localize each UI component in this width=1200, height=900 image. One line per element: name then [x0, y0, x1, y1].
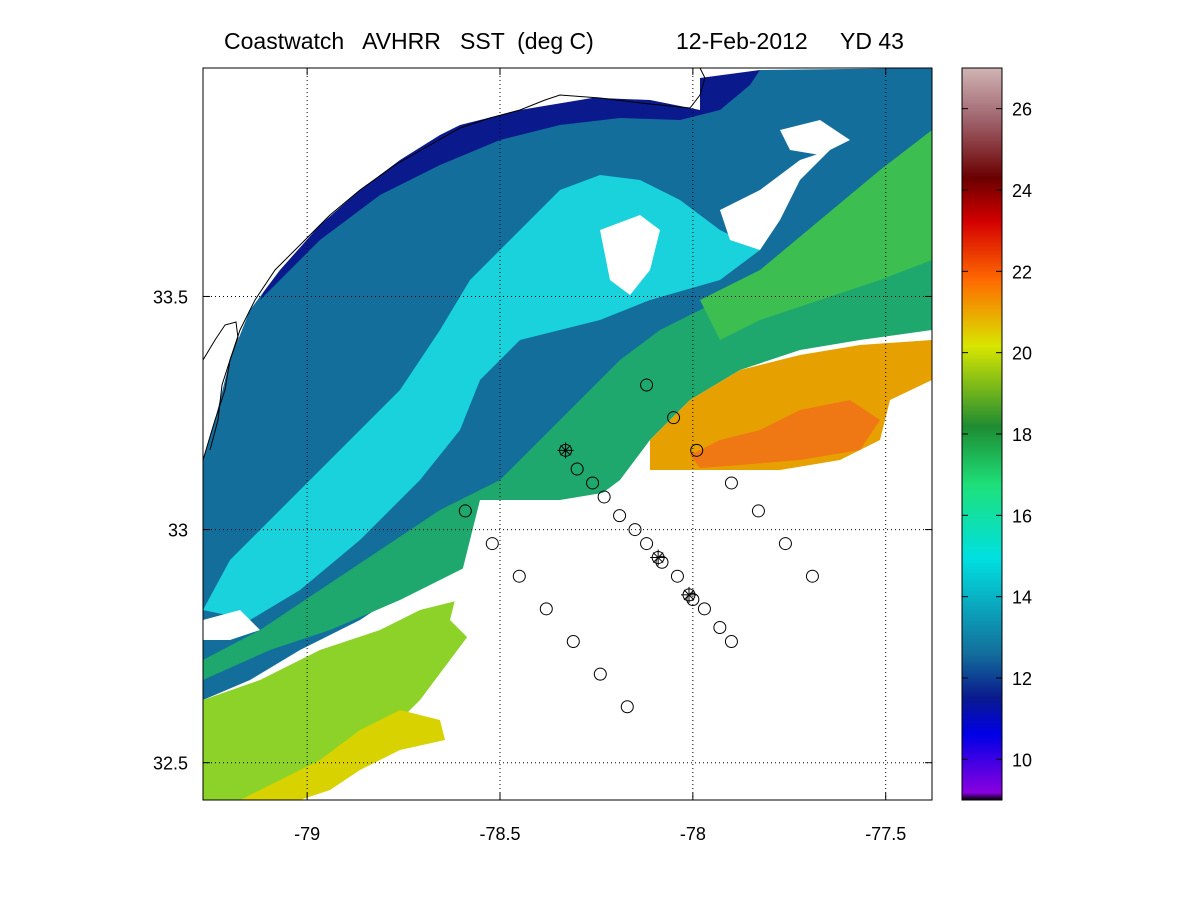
- sst-band-yellow-south: [240, 710, 445, 800]
- sst-band-warm-core: [690, 400, 880, 468]
- station-circle: [597, 490, 611, 504]
- station-circle: [670, 569, 684, 583]
- cloud-gap-5: [780, 120, 850, 155]
- y-tick-label: 33.5: [153, 287, 188, 307]
- station-circle: [640, 378, 654, 392]
- colorbar-tick-label: 18: [1012, 425, 1032, 445]
- cloud-gap-2: [720, 150, 830, 250]
- station-markers: [458, 378, 819, 714]
- station-circle: [628, 523, 642, 537]
- station-star-d2: [652, 552, 664, 563]
- title-date: 12-Feb-2012: [676, 28, 808, 54]
- station-circle: [690, 443, 704, 457]
- station-circle: [620, 700, 634, 714]
- coastline-inner: [203, 321, 239, 451]
- station-circle: [512, 569, 526, 583]
- cloud-gap-3: [450, 470, 932, 800]
- station-star-d2: [560, 444, 571, 456]
- station-circle: [539, 602, 553, 616]
- y-tick-label: 32.5: [153, 754, 188, 774]
- station-circle: [667, 411, 681, 425]
- station-circle: [751, 504, 765, 518]
- colorbar: [961, 67, 1003, 801]
- station-star: [650, 549, 667, 566]
- axis-ticks: -79 -78.5 -78 -77.5 32.5 33 33.5: [153, 68, 932, 844]
- colorbar-tick-label: 10: [1012, 750, 1032, 770]
- station-circle: [458, 504, 472, 518]
- sst-field: [203, 68, 932, 800]
- station-circle: [724, 634, 738, 648]
- colorbar-ticks: 10 12 14 16 18 20 22 24 26: [962, 100, 1032, 770]
- x-tick-label: -78.5: [479, 824, 520, 844]
- station-star: [681, 586, 697, 603]
- station-circle: [697, 602, 711, 616]
- station-circle: [640, 537, 654, 551]
- colorbar-tick-label: 14: [1012, 588, 1032, 608]
- y-tick-label: 33: [168, 521, 188, 541]
- colorbar-tick-label: 20: [1012, 344, 1032, 364]
- x-tick-label: -77.5: [865, 824, 906, 844]
- coastline: [203, 68, 706, 461]
- sst-band-green-offshore: [700, 130, 932, 340]
- station-circle: [593, 667, 607, 681]
- station-circle: [805, 569, 819, 583]
- cloud-gap-1: [600, 215, 660, 295]
- x-tick-label: -79: [294, 824, 320, 844]
- station-circle: [686, 593, 700, 607]
- station-circle: [485, 537, 499, 551]
- station-circle: [655, 555, 669, 569]
- station-circle: [570, 462, 584, 476]
- sst-band-green-south: [203, 600, 480, 800]
- colorbar-tick-label: 22: [1012, 262, 1032, 282]
- colorbar-tick-label: 12: [1012, 669, 1032, 689]
- station-circle: [613, 509, 627, 523]
- title-product: Coastwatch AVHRR SST (deg C): [224, 28, 594, 54]
- station-star-d2: [683, 589, 695, 601]
- plot-frame: [202, 67, 933, 801]
- station-circle: [586, 476, 600, 490]
- station-circle: [724, 476, 738, 490]
- cloud-gap-4: [203, 610, 260, 640]
- x-tick-label: -78: [680, 824, 706, 844]
- sst-band-teal-green: [203, 250, 932, 680]
- colorbar-tick-label: 16: [1012, 506, 1032, 526]
- colorbar-tick-label: 26: [1012, 100, 1032, 120]
- grid-lines: [203, 68, 932, 800]
- station-circle: [566, 634, 580, 648]
- station-star: [557, 442, 574, 459]
- station-circle: [778, 537, 792, 551]
- land-area: [203, 68, 700, 460]
- station-circle: [713, 620, 727, 634]
- colorbar-tick-label: 24: [1012, 181, 1032, 201]
- title-yearday: YD 43: [840, 28, 904, 54]
